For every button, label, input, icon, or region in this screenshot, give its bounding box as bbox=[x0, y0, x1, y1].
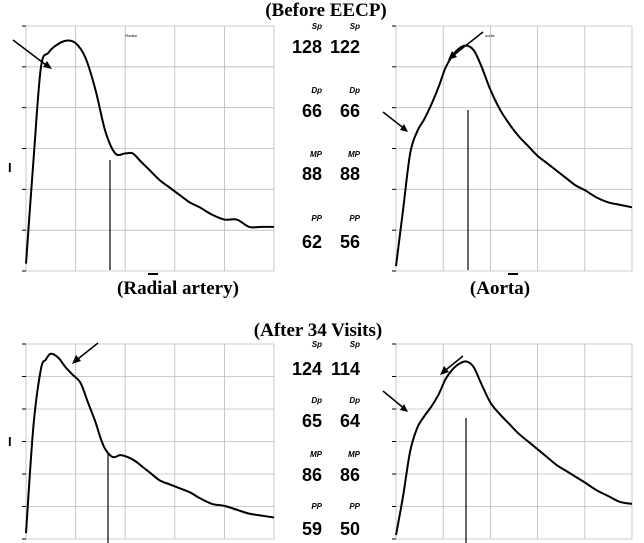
mp-label: MP bbox=[310, 450, 322, 459]
sp-value: 114 bbox=[330, 359, 360, 379]
pp-value: 59 bbox=[301, 519, 322, 539]
mp-value: 88 bbox=[301, 164, 322, 184]
peak-arrowhead bbox=[72, 355, 81, 364]
pulse-waveform bbox=[25, 352, 275, 534]
axis-tick-bar bbox=[148, 273, 158, 275]
shoulder-arrowhead bbox=[400, 124, 408, 132]
pp-value: 62 bbox=[301, 232, 322, 252]
mp-label: MP bbox=[310, 150, 322, 159]
sp-value: 124 bbox=[291, 359, 322, 379]
pp-label: PP bbox=[311, 214, 322, 223]
before-eecp-heading: (Before EECP) bbox=[265, 0, 387, 21]
peak-arrowhead bbox=[43, 61, 52, 69]
sp-label: Sp bbox=[349, 340, 360, 349]
grid bbox=[22, 343, 275, 540]
grid bbox=[392, 25, 633, 272]
aorta-before-chart bbox=[382, 25, 633, 275]
after-values: Sp 124 Dp 65 MP 86 PP 59 Sp 114 Dp 64 MP… bbox=[280, 340, 376, 540]
grid bbox=[22, 25, 275, 272]
aorta-values-column: Sp 122 Dp 66 MP 88 PP 56 bbox=[322, 22, 360, 274]
dp-label: Dp bbox=[311, 86, 322, 95]
mp-value: 86 bbox=[301, 465, 322, 485]
mp-label: MP bbox=[348, 450, 360, 459]
dp-value: 66 bbox=[339, 101, 360, 121]
y-axis-mark: I bbox=[8, 160, 12, 175]
dp-value: 66 bbox=[301, 101, 322, 121]
mp-value: 86 bbox=[339, 465, 360, 485]
radial-after-chart bbox=[22, 342, 275, 543]
dp-label: Dp bbox=[311, 396, 322, 405]
grid bbox=[392, 343, 633, 540]
peak-arrowhead bbox=[440, 366, 449, 375]
aorta-before-panel: aortic bbox=[378, 20, 636, 275]
aorta-values-column: Sp 114 Dp 64 MP 86 PP 50 bbox=[322, 340, 360, 540]
mp-value: 88 bbox=[339, 164, 360, 184]
shoulder-arrowhead bbox=[400, 404, 408, 412]
radial-before-panel: Radial I bbox=[8, 20, 278, 275]
radial-artery-label: (Radial artery) bbox=[117, 278, 239, 299]
radial-before-chart bbox=[12, 25, 275, 275]
sp-value: 122 bbox=[329, 37, 360, 57]
pp-label: PP bbox=[349, 214, 360, 223]
dp-value: 64 bbox=[339, 411, 360, 431]
after-visits-heading: (After 34 Visits) bbox=[253, 320, 383, 341]
pp-label: PP bbox=[349, 502, 360, 511]
peak-arrow bbox=[449, 31, 484, 59]
before-values: Sp 128 Dp 66 MP 88 PP 62 Sp 122 Dp 66 MP… bbox=[280, 22, 376, 274]
pulse-waveform bbox=[395, 360, 633, 536]
y-axis-mark: I bbox=[8, 434, 12, 449]
aorta-after-chart bbox=[382, 343, 633, 543]
dp-label: Dp bbox=[349, 86, 360, 95]
pulse-waveform bbox=[25, 39, 274, 264]
dp-label: Dp bbox=[349, 396, 360, 405]
pp-value: 50 bbox=[339, 519, 360, 539]
peak-arrow bbox=[12, 39, 51, 69]
sp-label: Sp bbox=[311, 340, 322, 349]
aortic-small-title: aortic bbox=[485, 33, 495, 38]
radial-values-column: Sp 128 Dp 66 MP 88 PP 62 bbox=[280, 22, 322, 274]
aorta-after-panel bbox=[378, 338, 636, 543]
radial-after-panel: I bbox=[8, 338, 278, 543]
axis-tick-bar bbox=[508, 273, 518, 275]
sp-label: Sp bbox=[311, 22, 322, 31]
sp-value: 128 bbox=[291, 37, 322, 57]
radial-small-title: Radial bbox=[125, 33, 137, 38]
pp-value: 56 bbox=[339, 232, 360, 252]
pulse-waveform bbox=[395, 44, 633, 267]
radial-values-column: Sp 124 Dp 65 MP 86 PP 59 bbox=[280, 340, 322, 540]
sp-label: Sp bbox=[349, 22, 360, 31]
peak-arrowhead bbox=[448, 51, 457, 60]
pp-label: PP bbox=[311, 502, 322, 511]
aorta-label: (Aorta) bbox=[469, 278, 531, 299]
mp-label: MP bbox=[348, 150, 360, 159]
dp-value: 65 bbox=[301, 411, 322, 431]
